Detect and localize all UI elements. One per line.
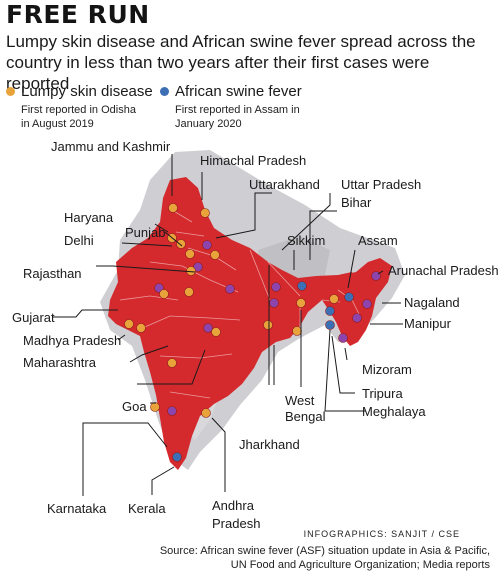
marker-asf-madhya-pradesh	[203, 323, 213, 333]
label-mizoram: Mizoram	[362, 362, 412, 377]
marker-lsd-jharkhand	[296, 298, 306, 308]
marker-asf-manipur	[352, 313, 362, 323]
label-karnataka: Karnataka	[47, 501, 107, 516]
marker-asf-kerala	[172, 452, 182, 462]
marker-lsd-himachal-pradesh	[200, 208, 210, 218]
legend-asf-note-line2: January 2020	[175, 118, 242, 130]
label-himachal-pradesh: Himachal Pradesh	[200, 153, 306, 168]
legend-asf-note-line1: First reported in Assam in	[175, 104, 300, 116]
legend-lsd-name: Lumpy skin disease	[21, 83, 153, 100]
label-jharkhand: Jharkhand	[239, 437, 300, 452]
label-assam: Assam	[358, 233, 398, 248]
marker-lsd-maharashtra	[167, 358, 177, 368]
leader-lines	[53, 154, 403, 496]
marker-lsd-rajasthan	[159, 289, 169, 299]
marker-asf-bihar	[271, 282, 281, 292]
marker-lsd-chhattisgarh	[263, 320, 273, 330]
legend-asf-note: First reported in Assam in January 2020	[175, 103, 300, 131]
mainland	[108, 177, 356, 470]
legend-lsd-note-line2: in August 2019	[21, 118, 94, 130]
label-delhi: Delhi	[64, 233, 94, 248]
label-manipur: Manipur	[404, 316, 452, 331]
label-goa: Goa	[122, 399, 147, 414]
label-west-bengal-line2: Bengal	[285, 409, 326, 424]
label-west-bengal-line1: West	[285, 393, 315, 408]
marker-lsd-madhya-pradesh	[211, 327, 221, 337]
legend-lsd-note: First reported in Odisha in August 2019	[21, 103, 136, 131]
label-gujarat: Gujarat	[12, 310, 55, 325]
label-maharashtra: Maharashtra	[23, 355, 97, 370]
marker-asf-mizoram	[338, 333, 348, 343]
label-punjab: Punjab	[125, 225, 165, 240]
label-nagaland: Nagaland	[404, 295, 460, 310]
label-tripura: Tripura	[362, 386, 403, 401]
marker-lsd-andhra-pradesh	[201, 408, 211, 418]
marker-lsd-haryana	[185, 249, 195, 259]
label-uttar-pradesh: Uttar Pradesh	[341, 177, 421, 192]
label-madhya-pradesh: Madhya Pradesh	[23, 333, 121, 348]
label-meghalaya: Meghalaya	[362, 404, 426, 419]
source-line1: Source: African swine fever (ASF) situat…	[159, 545, 490, 557]
label-arunachal-pradesh: Arunachal Pradesh	[388, 263, 499, 278]
label-uttarakhand: Uttarakhand	[249, 177, 320, 192]
marker-lsd-goa	[150, 402, 160, 412]
label-bihar: Bihar	[341, 195, 372, 210]
marker-lsd-uttar-pradesh	[210, 250, 220, 260]
marker-lsd-odisha	[292, 326, 302, 336]
legend-lsd-dot	[6, 87, 15, 96]
marker-asf-karnataka	[167, 406, 177, 416]
marker-asf-assam	[344, 292, 354, 302]
marker-lsd-gujarat-2	[136, 323, 146, 333]
infographic-credit: INFOGRAPHICS: SANJIT / CSE	[303, 529, 460, 539]
source-line2: UN Food and Agriculture Organization; Me…	[230, 559, 490, 571]
label-haryana: Haryana	[64, 210, 114, 225]
label-rajasthan: Rajasthan	[23, 266, 82, 281]
marker-lsd-punjab-2	[176, 239, 186, 249]
legend-lsd-note-line1: First reported in Odisha	[21, 104, 136, 116]
label-andhra-pradesh-line2: Pradesh	[212, 516, 260, 531]
marker-lsd-gujarat	[124, 319, 134, 329]
label-sikkim: Sikkim	[287, 233, 325, 248]
label-andhra-pradesh-line1: Andhra	[212, 498, 255, 513]
label-kerala: Kerala	[128, 501, 166, 516]
page-subtitle: Lumpy skin disease and African swine fev…	[6, 32, 476, 93]
marker-asf-nagaland	[362, 299, 372, 309]
legend-asf-dot	[160, 87, 169, 96]
label-jammu-kashmir: Jammu and Kashmir	[51, 139, 171, 154]
marker-asf-bihar-2	[269, 298, 279, 308]
disease-markers	[124, 203, 381, 462]
marker-asf-mp-north	[225, 284, 235, 294]
marker-lsd-assam	[329, 294, 339, 304]
marker-asf-tripura	[325, 320, 335, 330]
page-title: FREE RUN	[6, 0, 150, 29]
marker-asf-sikkim	[297, 281, 307, 291]
marker-asf-meghalaya	[325, 306, 335, 316]
source-note: Source: African swine fever (ASF) situat…	[130, 544, 490, 572]
legend-asf-name: African swine fever	[175, 83, 302, 100]
marker-asf-uttarakhand	[202, 240, 212, 250]
state-labels: Jammu and Kashmir Himachal Pradesh Uttar…	[12, 139, 499, 531]
marker-lsd-rajasthan-2	[184, 287, 194, 297]
marker-lsd-jammu-kashmir	[168, 203, 178, 213]
